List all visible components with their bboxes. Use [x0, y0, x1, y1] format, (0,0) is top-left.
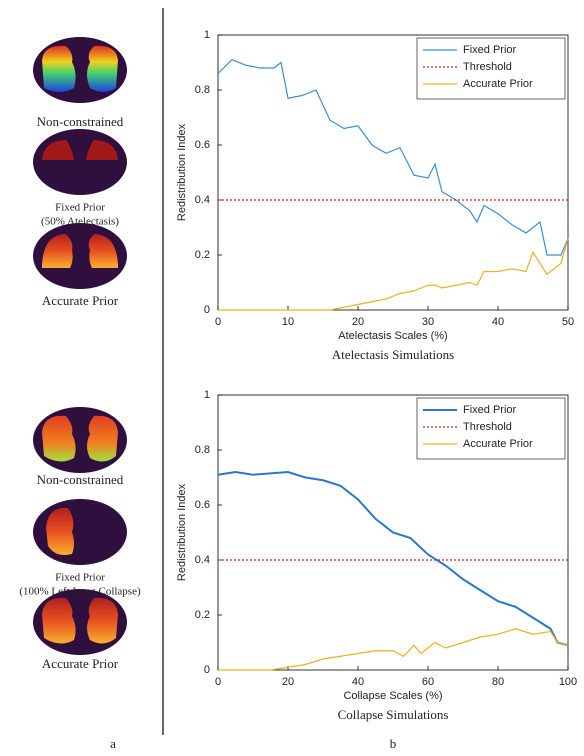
caption: Fixed Prior [55, 202, 105, 214]
caption: Non-constrained [37, 114, 124, 129]
image-fixed-prior-2 [33, 499, 127, 565]
panel-label: a [110, 736, 116, 751]
image-non-constrained [33, 37, 127, 103]
caption: Accurate Prior [42, 656, 119, 671]
data-line [217, 59, 569, 256]
data-line [217, 470, 569, 647]
legend-label: Threshold [463, 421, 512, 433]
chart-caption: Atelectasis Simulations [332, 347, 454, 362]
y-tick-label: 0 [204, 664, 210, 676]
legend-label: Accurate Prior [463, 78, 533, 90]
y-axis-label: Redistribution Index [176, 123, 188, 221]
y-tick-label: 1 [204, 29, 210, 41]
x-axis-label: Collapse Scales (%) [343, 690, 442, 702]
x-tick-label: 60 [422, 676, 434, 688]
x-axis-label: Atelectasis Scales (%) [338, 330, 447, 342]
legend-label: Fixed Prior [463, 44, 517, 56]
x-tick-label: 10 [282, 316, 294, 328]
legend-box [416, 397, 566, 460]
y-tick-label: 0 [204, 304, 210, 316]
caption: (50% Atelectasis) [41, 216, 119, 228]
caption: Accurate Prior [42, 293, 119, 308]
caption: Non-constrained [37, 472, 124, 487]
chart-caption: Collapse Simulations [338, 707, 449, 722]
caption: Fixed Prior [55, 572, 105, 584]
legend-label: Fixed Prior [463, 404, 517, 416]
y-tick-label: 0.4 [195, 554, 210, 566]
image-non-constrained-2 [33, 407, 127, 473]
y-tick-label: 0.4 [195, 194, 210, 206]
y-tick-label: 0.8 [195, 444, 210, 456]
panel-label: b [390, 736, 397, 751]
y-tick-label: 0.2 [195, 249, 210, 261]
x-tick-label: 80 [492, 676, 504, 688]
caption: (100% Left Lung Collapse) [19, 586, 141, 598]
plot-frame [217, 394, 569, 671]
image-accurate-prior-2 [33, 589, 127, 655]
x-tick-label: 100 [559, 676, 577, 688]
x-tick-label: 0 [215, 316, 221, 328]
legend-box [416, 37, 566, 100]
y-tick-label: 1 [204, 389, 210, 401]
image-accurate-prior [33, 223, 127, 289]
x-tick-label: 20 [282, 676, 294, 688]
legend-label: Accurate Prior [463, 438, 533, 450]
y-tick-label: 0.6 [195, 139, 210, 151]
x-tick-label: 30 [422, 316, 434, 328]
x-tick-label: 0 [215, 676, 221, 688]
x-tick-label: 40 [352, 676, 364, 688]
y-tick-label: 0.6 [195, 499, 210, 511]
plot-frame [217, 34, 569, 311]
x-tick-label: 50 [562, 316, 574, 328]
legend-label: Threshold [463, 61, 512, 73]
data-line [218, 238, 569, 311]
image-fixed-prior [33, 129, 127, 195]
x-tick-label: 20 [352, 316, 364, 328]
data-line [218, 628, 569, 671]
x-tick-label: 40 [492, 316, 504, 328]
y-tick-label: 0.2 [195, 609, 210, 621]
y-axis-label: Redistribution Index [176, 483, 188, 581]
y-tick-label: 0.8 [195, 84, 210, 96]
